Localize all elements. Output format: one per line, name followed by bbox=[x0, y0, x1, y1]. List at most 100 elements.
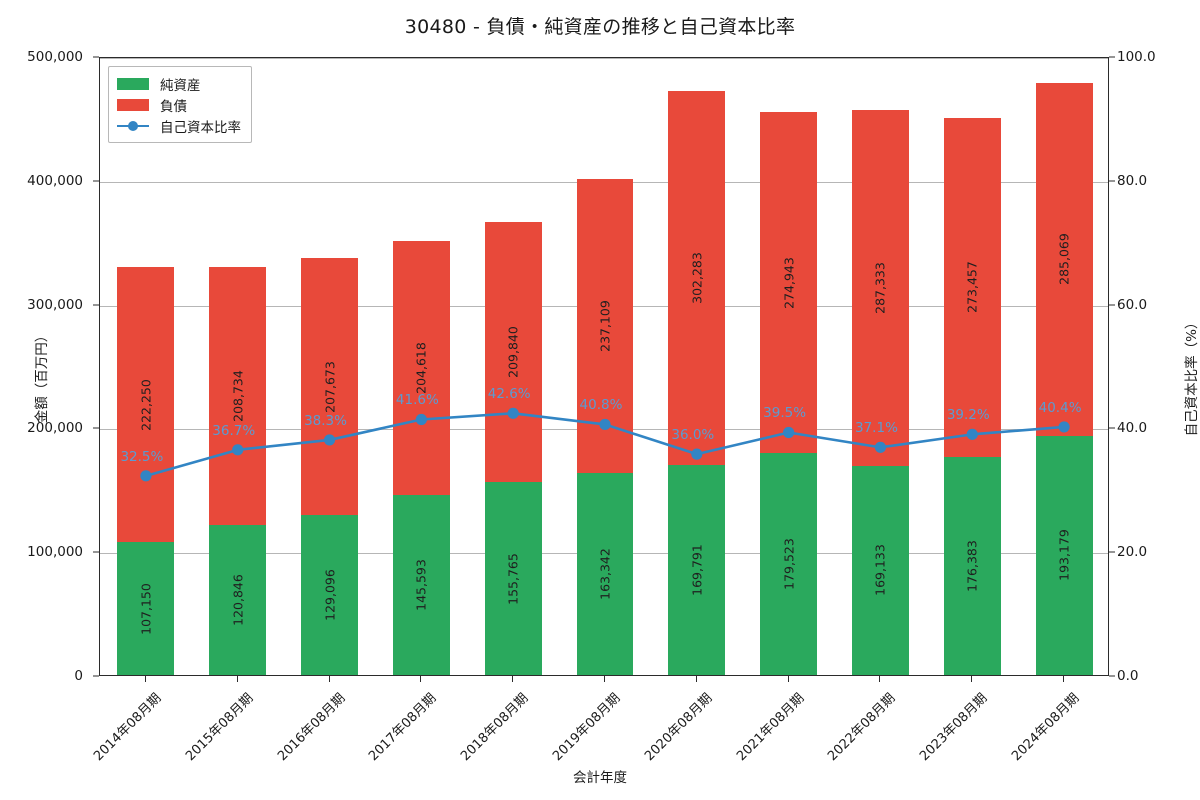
y-axis-left-tick-mark bbox=[93, 675, 99, 677]
bar-segment-equity-label: 145,593 bbox=[413, 559, 429, 611]
bar-segment-equity[interactable]: 129,096 bbox=[301, 515, 358, 675]
bar-segment-equity-label: 163,342 bbox=[597, 548, 613, 600]
bar-segment-liability-label: 204,618 bbox=[413, 342, 429, 394]
bar-stack[interactable]: 163,342 237,109 bbox=[576, 179, 634, 675]
y-axis-left-tick-label: 500,000 bbox=[27, 49, 83, 65]
x-axis-tick-label: 2019年08月期 bbox=[550, 690, 624, 765]
bar-stack[interactable]: 129,096 207,673 bbox=[301, 258, 358, 675]
ratio-point-label: 40.8% bbox=[579, 397, 623, 414]
bar-segment-equity[interactable]: 120,846 bbox=[209, 525, 267, 675]
bar-segment-equity[interactable]: 193,179 bbox=[1035, 435, 1093, 675]
y-axis-right-tick-label: 100.0 bbox=[1117, 49, 1156, 65]
x-axis-tick-mark bbox=[1063, 676, 1065, 682]
bar-stack[interactable]: 169,791 302,283 bbox=[668, 90, 726, 675]
x-axis-tick-mark bbox=[420, 676, 422, 682]
bar-segment-equity-label: 169,791 bbox=[689, 544, 705, 596]
y-axis-right-tick-mark bbox=[1109, 180, 1115, 182]
ratio-point-label: 42.6% bbox=[487, 386, 531, 403]
bar-segment-equity[interactable]: 163,342 bbox=[576, 472, 634, 675]
bar-stack[interactable]: 145,593 204,618 bbox=[392, 241, 450, 675]
y-axis-left-tick-label: 400,000 bbox=[27, 172, 83, 189]
x-axis-tick-label: 2020年08月期 bbox=[641, 690, 716, 765]
bar-segment-liability[interactable]: 208,734 bbox=[209, 267, 267, 526]
legend-item-label: 純資産 bbox=[160, 77, 201, 94]
bar-segment-liability-label: 302,283 bbox=[689, 251, 705, 304]
y-axis-right-tick-label: 0.0 bbox=[1117, 668, 1139, 684]
legend-line-marker-icon bbox=[117, 120, 149, 132]
bar-segment-liability-label: 285,069 bbox=[1056, 233, 1072, 286]
bar-segment-liability[interactable]: 285,069 bbox=[1035, 82, 1093, 436]
legend-item[interactable]: 負債 bbox=[117, 94, 241, 115]
bar-segment-liability[interactable]: 222,250 bbox=[117, 267, 175, 543]
x-axis-tick-label: 2014年08月期 bbox=[91, 690, 165, 765]
y-axis-left-tick-mark bbox=[93, 427, 99, 429]
ratio-point-label: 36.0% bbox=[671, 427, 715, 444]
legend-item[interactable]: 純資産 bbox=[117, 73, 241, 94]
bar-segment-liability[interactable]: 274,943 bbox=[760, 112, 818, 453]
x-axis-tick-mark bbox=[695, 676, 697, 682]
x-axis-tick-label: 2024年08月期 bbox=[1009, 690, 1083, 765]
bar-segment-equity[interactable]: 179,523 bbox=[760, 452, 818, 675]
bar-stack[interactable]: 155,765 209,840 bbox=[484, 222, 542, 675]
x-axis-tick-label: 2016年08月期 bbox=[274, 690, 348, 765]
y-axis-right-tick-mark bbox=[1109, 551, 1115, 553]
ratio-point-label: 40.4% bbox=[1038, 399, 1082, 416]
x-axis-tick-mark bbox=[328, 676, 330, 682]
x-axis-tick-label: 2017年08月期 bbox=[366, 690, 440, 765]
bar-segment-equity[interactable]: 176,383 bbox=[943, 456, 1001, 675]
ratio-point-label: 39.2% bbox=[946, 407, 990, 424]
bar-stack[interactable]: 169,133 287,333 bbox=[851, 109, 909, 675]
x-axis-tick-mark bbox=[879, 676, 881, 682]
bar-segment-equity[interactable]: 107,150 bbox=[117, 542, 175, 675]
x-axis-tick-label: 2023年08月期 bbox=[917, 690, 991, 765]
bar-segment-equity[interactable]: 155,765 bbox=[484, 482, 542, 675]
bar-segment-liability-label: 209,840 bbox=[505, 326, 521, 379]
x-axis-tick-label: 2018年08月期 bbox=[458, 690, 532, 765]
bar-segment-liability[interactable]: 273,457 bbox=[943, 118, 1001, 457]
x-axis-tick-label: 2022年08月期 bbox=[825, 690, 899, 765]
bar-segment-liability-label: 237,109 bbox=[597, 300, 613, 352]
bar-segment-equity[interactable]: 169,791 bbox=[668, 464, 726, 675]
y-axis-right-tick-mark bbox=[1109, 304, 1115, 306]
gridline bbox=[100, 58, 1108, 59]
bar-segment-liability-label: 274,943 bbox=[781, 256, 797, 309]
bar-segment-equity[interactable]: 169,133 bbox=[851, 465, 909, 675]
y-axis-left-tick-mark bbox=[93, 551, 99, 553]
ratio-point-label: 39.5% bbox=[763, 405, 807, 422]
x-axis-label: 会計年度 bbox=[573, 770, 627, 786]
bar-segment-equity[interactable]: 145,593 bbox=[392, 494, 450, 675]
ratio-point-label: 37.1% bbox=[855, 420, 898, 437]
bar-segment-equity-label: 107,150 bbox=[138, 582, 154, 635]
bar-segment-liability[interactable]: 287,333 bbox=[851, 109, 909, 466]
x-axis-tick-label: 2021年08月期 bbox=[733, 690, 808, 765]
y-axis-left-tick-label: 100,000 bbox=[27, 544, 83, 561]
x-axis-tick-mark bbox=[604, 676, 605, 682]
y-axis-right-tick-label: 20.0 bbox=[1117, 544, 1148, 561]
bar-segment-liability[interactable]: 237,109 bbox=[576, 179, 634, 473]
bar-stack[interactable]: 107,150 222,250 bbox=[117, 267, 175, 675]
bar-stack[interactable]: 176,383 273,457 bbox=[943, 118, 1001, 675]
y-axis-left-tick-mark bbox=[93, 304, 99, 306]
bar-segment-liability-label: 273,457 bbox=[964, 261, 980, 314]
bar-segment-equity-label: 155,765 bbox=[505, 552, 521, 605]
bar-stack[interactable]: 120,846 208,734 bbox=[209, 267, 267, 675]
bar-segment-equity-label: 176,383 bbox=[964, 539, 980, 592]
bar-segment-liability[interactable]: 302,283 bbox=[668, 90, 726, 465]
bar-segment-liability[interactable]: 207,673 bbox=[301, 258, 358, 516]
chart-legend: 純資産 負債 自己資本比率 bbox=[108, 66, 252, 143]
bar-segment-equity-label: 193,179 bbox=[1056, 529, 1072, 582]
y-axis-left-tick-label: 300,000 bbox=[27, 296, 83, 313]
bar-segment-liability[interactable]: 209,840 bbox=[484, 222, 542, 483]
bar-stack[interactable]: 193,179 285,069 bbox=[1035, 82, 1093, 675]
bar-stack[interactable]: 179,523 274,943 bbox=[760, 112, 818, 675]
bar-segment-liability[interactable]: 204,618 bbox=[392, 241, 450, 495]
legend-item[interactable]: 自己資本比率 bbox=[117, 115, 241, 136]
x-axis-tick-mark bbox=[971, 676, 973, 682]
x-axis-tick-mark bbox=[512, 676, 514, 682]
bar-segment-equity-label: 169,133 bbox=[872, 544, 888, 597]
x-axis-tick-mark bbox=[787, 676, 789, 682]
bar-segment-equity-label: 120,846 bbox=[230, 574, 246, 627]
plot-area: 107,150 222,250 120,846 208,734 129,096 207,6… bbox=[99, 57, 1109, 676]
y-axis-left-tick-label: 200,000 bbox=[27, 420, 83, 437]
y-axis-left-tick-mark bbox=[93, 180, 99, 182]
